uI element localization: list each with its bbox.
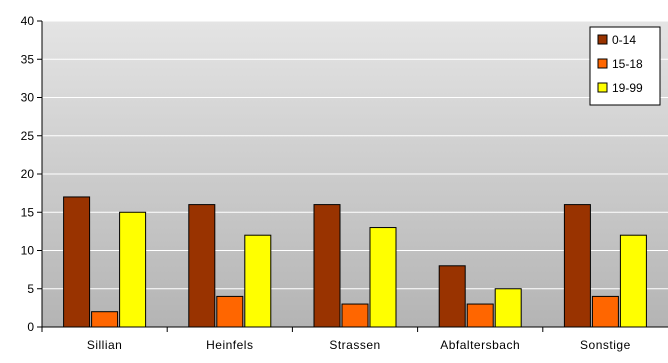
legend-label: 0-14 — [612, 33, 636, 47]
bar-0-14-Abfaltersbach — [438, 265, 466, 328]
bar-19-99-Sonstige — [619, 234, 647, 328]
legend-swatch-15-18 — [597, 58, 608, 69]
y-tick-label: 5 — [27, 282, 34, 296]
y-tick-label: 10 — [21, 244, 35, 258]
legend: 0-14 15-18 19-99 — [589, 26, 661, 106]
bar-19-99-Strassen — [369, 227, 397, 328]
bar-0-14-Sonstige — [563, 204, 591, 328]
bar-0-14-Sillian — [63, 196, 91, 328]
bar-15-18-Strassen — [341, 303, 369, 328]
bar-0-14-Heinfels — [188, 204, 216, 328]
y-tick-label: 40 — [21, 14, 35, 28]
y-tick-label: 25 — [21, 129, 35, 143]
bar-19-99-Abfaltersbach — [494, 288, 522, 328]
bar-15-18-Sonstige — [591, 295, 619, 328]
x-tick-label: Strassen — [329, 338, 380, 352]
bar-19-99-Heinfels — [244, 234, 272, 328]
x-tick-label: Sonstige — [580, 338, 631, 352]
bar-0-14-Strassen — [313, 204, 341, 328]
x-tick-label: Abfaltersbach — [440, 338, 520, 352]
x-tick-label: Sillian — [87, 338, 123, 352]
bar-15-18-Heinfels — [216, 295, 244, 328]
y-tick-label: 20 — [21, 167, 35, 181]
y-tick-label: 0 — [27, 320, 34, 334]
grid-lines — [42, 20, 668, 290]
x-tick-label: Heinfels — [206, 338, 253, 352]
legend-label: 19-99 — [612, 81, 643, 95]
axes: 0 5 10 15 20 25 30 35 40 Sillian Heinfels Strassen A… — [21, 14, 668, 352]
legend-swatch-19-99 — [597, 82, 608, 93]
bars — [63, 196, 647, 328]
bar-15-18-Abfaltersbach — [466, 303, 494, 328]
legend-label: 15-18 — [612, 57, 643, 71]
bar-19-99-Sillian — [119, 211, 147, 328]
legend-swatch-0-14 — [597, 34, 608, 45]
y-tick-label: 35 — [21, 52, 35, 66]
y-tick-label: 15 — [21, 205, 35, 219]
y-tick-label: 30 — [21, 91, 35, 105]
bar-15-18-Sillian — [91, 311, 119, 328]
